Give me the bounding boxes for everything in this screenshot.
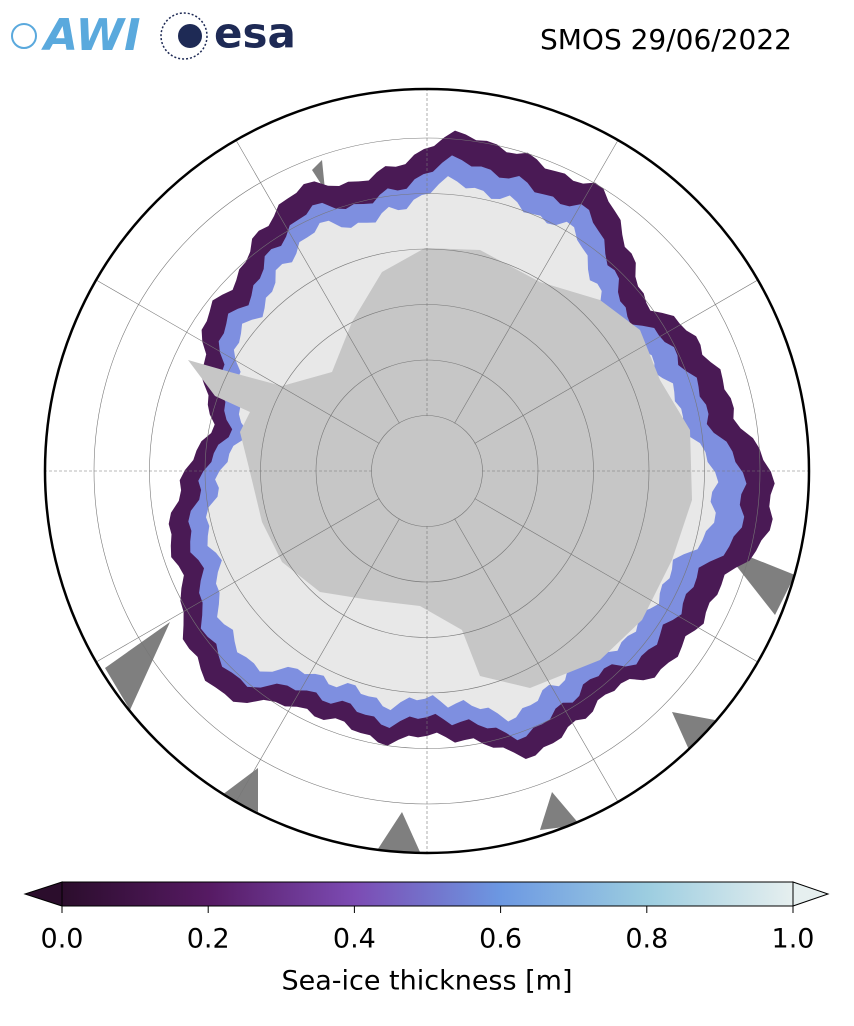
meridian	[474, 498, 765, 667]
colorbar-body	[61, 881, 794, 907]
colorbar-label: Sea-ice thickness [m]	[281, 966, 572, 997]
colorbar-tick-label: 0.6	[479, 924, 522, 955]
colorbar-tick-label: 0.8	[625, 924, 668, 955]
colorbar-tick-label: 0.2	[187, 924, 230, 955]
colorbar-extend-low	[23, 881, 63, 907]
meridian	[89, 498, 380, 667]
colorbar: Sea-ice thickness [m] 0.0 0.2 0.4 0.6 0.8 1.0	[23, 881, 830, 997]
meridian	[89, 275, 380, 444]
meridian	[231, 133, 400, 424]
meridian	[454, 133, 623, 424]
map-border	[43, 87, 811, 855]
graticule	[45, 89, 809, 853]
antarctica	[188, 248, 692, 688]
colorbar-tick-label: 0.0	[41, 924, 84, 955]
awi-logo: AWI	[11, 10, 141, 61]
map	[45, 89, 809, 853]
colorbar-extend-high	[792, 881, 830, 907]
title: SMOS 29/06/2022	[540, 23, 792, 56]
colorbar-tick-label: 0.4	[333, 924, 376, 955]
awi-text: AWI	[41, 10, 141, 61]
colorbar-tick-label: 1.0	[772, 924, 815, 955]
meridian	[474, 275, 765, 444]
esa-logo: esa	[160, 9, 296, 60]
esa-text: esa	[214, 9, 296, 58]
meridian	[454, 518, 623, 809]
meridian	[231, 518, 400, 809]
